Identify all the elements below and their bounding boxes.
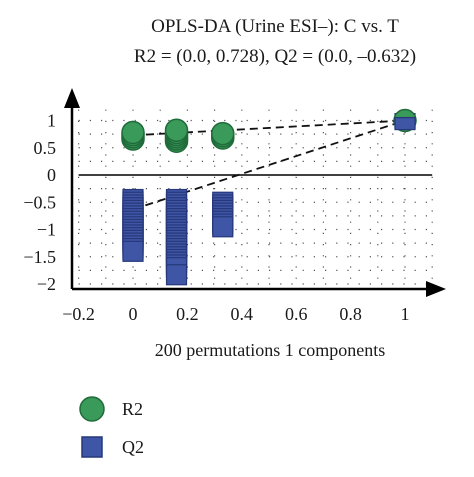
y-tick-label: −0.5 bbox=[23, 192, 56, 212]
legend-q2-marker bbox=[81, 436, 103, 458]
x-axis-label: 200 permutations 1 components bbox=[155, 340, 385, 360]
x-tick-label: 0.6 bbox=[285, 304, 308, 324]
x-axis-arrow bbox=[426, 281, 446, 297]
legend-item-q2: Q2 bbox=[81, 436, 144, 458]
legend-r2-label: R2 bbox=[122, 399, 143, 419]
q2-point bbox=[212, 216, 234, 238]
x-tick-label: 0.4 bbox=[231, 304, 254, 324]
legend-q2-label: Q2 bbox=[122, 437, 144, 457]
regression-line-q2 bbox=[132, 119, 406, 211]
x-tick-label: −0.2 bbox=[62, 304, 95, 324]
x-tick-label: 1 bbox=[401, 304, 410, 324]
tick-labels: 1 0.5 0 −0.5 −1 −1.5 −2 −0.2 0 0.2 0.4 0.6 0.8 1 bbox=[23, 111, 409, 325]
legend-r2-marker bbox=[79, 396, 105, 422]
r2-point bbox=[164, 118, 189, 143]
legend: R2 Q2 bbox=[79, 396, 144, 458]
y-tick-label: 1 bbox=[47, 111, 56, 131]
y-tick-label: −1 bbox=[37, 220, 56, 240]
y-tick-label: 0.5 bbox=[34, 138, 57, 158]
q2-point bbox=[122, 240, 144, 262]
x-tick-label: 0.8 bbox=[339, 304, 362, 324]
x-tick-label: 0.2 bbox=[176, 304, 199, 324]
y-axis-arrow bbox=[64, 88, 80, 108]
data-marks bbox=[121, 108, 417, 286]
y-tick-label: −1.5 bbox=[23, 247, 56, 267]
x-tick-label: 0 bbox=[129, 304, 138, 324]
chart-title: OPLS-DA (Urine ESI–): C vs. T bbox=[151, 16, 399, 37]
legend-item-r2: R2 bbox=[79, 396, 143, 422]
r2-point bbox=[121, 120, 145, 145]
y-tick-label: −2 bbox=[37, 274, 56, 294]
q2-point bbox=[165, 264, 188, 286]
y-tick-label: 0 bbox=[47, 165, 56, 185]
chart-subtitle: R2 = (0.0, 0.728), Q2 = (0.0, –0.632) bbox=[134, 46, 416, 67]
q2-observed-point-front bbox=[394, 116, 416, 131]
axes bbox=[64, 88, 446, 297]
r2-point bbox=[211, 121, 235, 146]
